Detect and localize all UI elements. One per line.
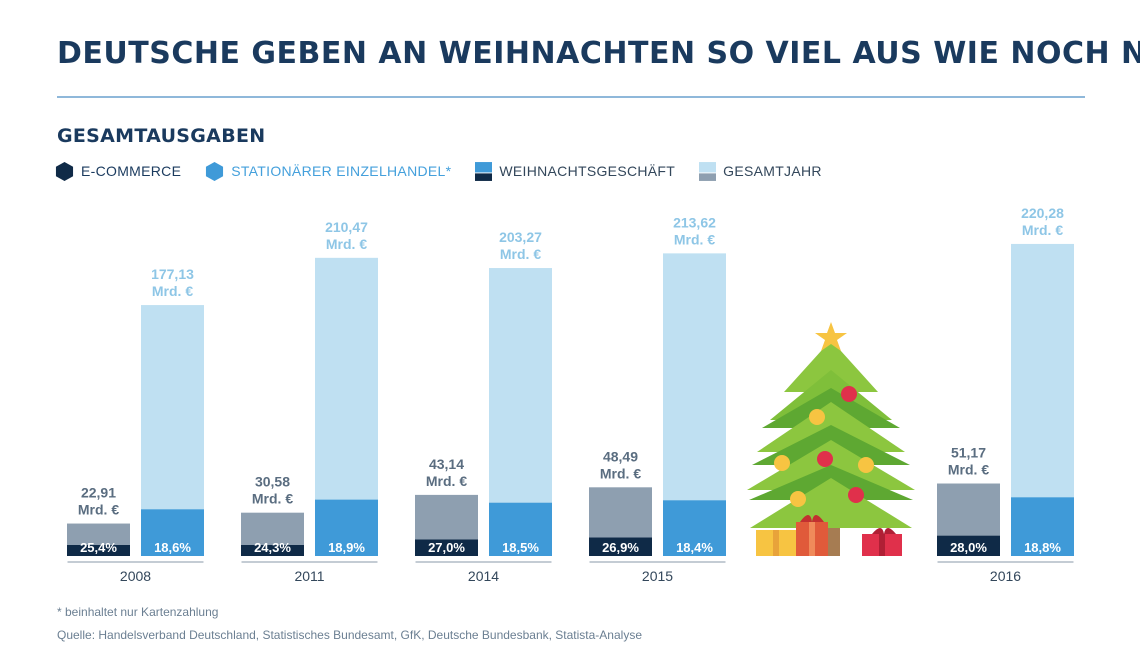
share-label-ecommerce: 26,9% — [602, 540, 639, 555]
bar-segment-stationaer — [315, 499, 378, 556]
split-square-icon — [475, 161, 493, 181]
footnote: * beinhaltet nur Kartenzahlung — [57, 605, 219, 619]
unit-label-gesamtjahr: Mrd. € — [674, 231, 715, 247]
bar-segment-stationaer — [141, 509, 204, 556]
share-label-stationaer: 18,8% — [1024, 540, 1061, 555]
share-label-ecommerce: 27,0% — [428, 540, 465, 555]
unit-label-weihnachtsgeschaeft: Mrd. € — [78, 502, 119, 518]
value-label-gesamtjahr: 210,47 — [325, 219, 368, 235]
unit-label-gesamtjahr: Mrd. € — [326, 236, 367, 252]
unit-label-gesamtjahr: Mrd. € — [1022, 222, 1063, 238]
legend-label-weihnachtsgeschaeft: WEIHNACHTSGESCHÄFT — [499, 163, 676, 179]
legend-label-gesamtjahr: GESAMTJAHR — [723, 163, 822, 179]
chart-subtitle: GESAMTAUSGABEN — [57, 125, 266, 147]
unit-label-gesamtjahr: Mrd. € — [152, 283, 193, 299]
legend-item-ecommerce: E-COMMERCE — [55, 161, 181, 182]
x-tick-label: 2014 — [468, 568, 499, 584]
bar-segment-ecommerce — [937, 535, 1000, 556]
legend-item-gesamtjahr: GESAMTJAHR — [699, 161, 822, 181]
x-tick-label: 2011 — [294, 568, 324, 584]
chart-legend: E-COMMERCE STATIONÄRER EINZELHANDEL* WEI… — [55, 160, 846, 182]
value-label-weihnachtsgeschaeft: 43,14 — [429, 456, 464, 472]
x-tick-label: 2015 — [642, 568, 673, 584]
value-label-weihnachtsgeschaeft: 48,49 — [603, 448, 638, 464]
value-label-weihnachtsgeschaeft: 30,58 — [255, 474, 290, 490]
unit-label-weihnachtsgeschaeft: Mrd. € — [948, 462, 989, 478]
title-divider — [57, 96, 1085, 98]
value-label-gesamtjahr: 213,62 — [673, 214, 716, 230]
share-label-stationaer: 18,9% — [328, 540, 365, 555]
source-note: Quelle: Handelsverband Deutschland, Stat… — [57, 628, 642, 642]
value-label-gesamtjahr: 177,13 — [151, 266, 194, 282]
unit-label-weihnachtsgeschaeft: Mrd. € — [252, 491, 293, 507]
legend-label-stationaer: STATIONÄRER EINZELHANDEL* — [231, 163, 452, 179]
bar-segment-ecommerce — [415, 539, 478, 556]
x-tick-label: 2008 — [120, 568, 151, 584]
chart-title: DEUTSCHE GEBEN AN WEIHNACHTEN SO VIEL AU… — [57, 36, 1140, 71]
value-label-gesamtjahr: 203,27 — [499, 229, 542, 245]
share-label-ecommerce: 28,0% — [950, 540, 987, 555]
bar-segment-stationaer — [1011, 497, 1074, 556]
unit-label-weihnachtsgeschaeft: Mrd. € — [600, 465, 641, 481]
value-label-weihnachtsgeschaeft: 22,91 — [81, 485, 116, 501]
hexagon-icon — [206, 161, 224, 181]
share-label-stationaer: 18,4% — [676, 540, 713, 555]
share-label-stationaer: 18,6% — [154, 540, 191, 555]
share-label-stationaer: 18,5% — [502, 540, 539, 555]
unit-label-gesamtjahr: Mrd. € — [500, 246, 541, 262]
christmas-tree-illustration — [747, 322, 915, 556]
x-tick-label: 2016 — [990, 568, 1021, 584]
legend-label-ecommerce: E-COMMERCE — [81, 163, 182, 179]
bar-segment-stationaer — [663, 500, 726, 556]
bar-segment-ecommerce — [241, 545, 304, 556]
value-label-gesamtjahr: 220,28 — [1021, 205, 1064, 221]
legend-item-stationaer: STATIONÄRER EINZELHANDEL* — [205, 161, 451, 182]
value-label-weihnachtsgeschaeft: 51,17 — [951, 445, 986, 461]
bar-segment-stationaer — [489, 502, 552, 556]
share-label-ecommerce: 25,4% — [80, 540, 117, 555]
share-label-ecommerce: 24,3% — [254, 540, 291, 555]
split-square-icon — [699, 161, 717, 181]
legend-item-weihnachtsgeschaeft: WEIHNACHTSGESCHÄFT — [475, 161, 676, 181]
bar-segment-ecommerce — [67, 545, 130, 556]
unit-label-weihnachtsgeschaeft: Mrd. € — [426, 473, 467, 489]
bar-segment-ecommerce — [589, 537, 652, 556]
hexagon-icon — [55, 161, 74, 181]
